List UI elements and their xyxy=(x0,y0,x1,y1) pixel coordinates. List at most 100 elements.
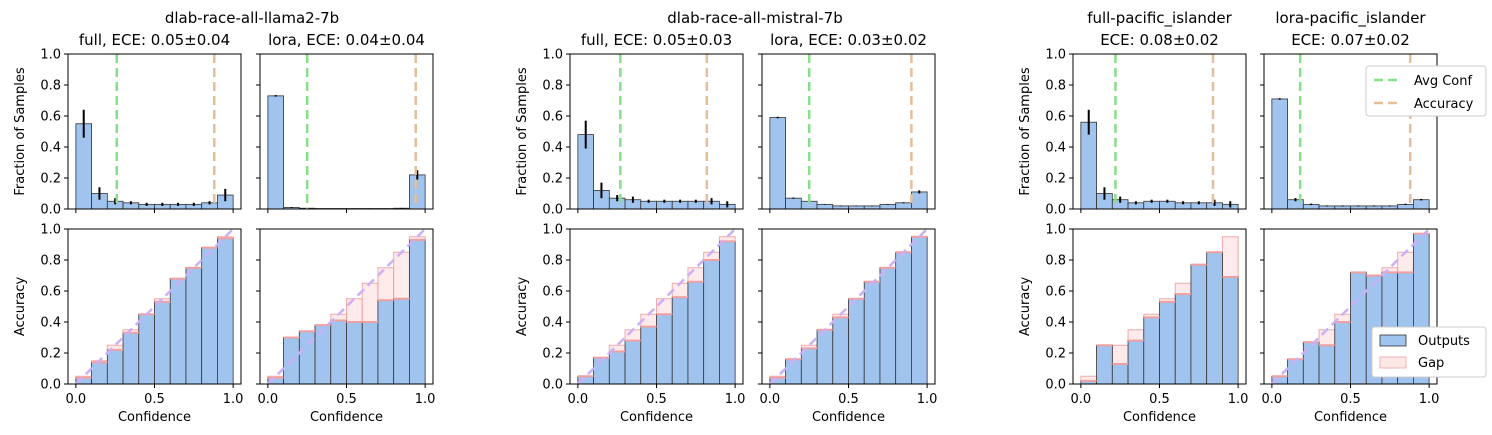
xtick-label: 0.5 xyxy=(336,392,357,407)
output-bar xyxy=(800,347,818,385)
gap-bar xyxy=(1174,282,1192,295)
calib-ytick-label: 0.0 xyxy=(1045,378,1066,393)
hist-y-axis-label: Fraction of Samples xyxy=(515,67,530,195)
hist-ytick-label: 0.8 xyxy=(40,79,61,94)
output-bar xyxy=(1159,301,1176,385)
output-bar xyxy=(640,326,657,385)
output-bar xyxy=(848,298,865,385)
output-bar xyxy=(154,301,171,385)
hist-ytick-label: 0.0 xyxy=(40,203,61,218)
gap-bar xyxy=(346,298,363,323)
panel-1: dlab-race-all-llama2-7b full, ECE: 0.05±0… xyxy=(13,9,339,425)
xtick-label: 0.0 xyxy=(258,392,279,407)
x-axis-label: Confidence xyxy=(620,410,693,425)
xtick-label: 0.0 xyxy=(1262,392,1283,407)
group-title: dlab-race-all-mistral-7b xyxy=(667,9,842,27)
hist-ytick-label: 0.2 xyxy=(542,172,563,187)
x-axis-label: Confidence xyxy=(118,410,191,425)
legend-outputs-label: Outputs xyxy=(1418,334,1470,349)
output-bar xyxy=(122,332,140,385)
gap-bar xyxy=(1397,251,1414,273)
hist-frame xyxy=(259,53,434,210)
output-bar xyxy=(106,349,124,385)
gap-bar xyxy=(1111,344,1129,365)
xtick-label: 0.5 xyxy=(1149,392,1170,407)
calib-ytick-label: 0.2 xyxy=(40,347,61,362)
output-bar xyxy=(879,267,897,385)
output-bar xyxy=(1096,344,1113,385)
output-bar xyxy=(409,239,426,385)
xtick-label: 0.0 xyxy=(1071,392,1092,407)
xtick-label: 0.0 xyxy=(66,392,87,407)
xtick-label: 1.0 xyxy=(917,392,938,407)
calib-ytick-label: 0.0 xyxy=(40,378,61,393)
calib-ytick-label: 0.4 xyxy=(40,316,61,331)
panel-title: full, ECE: 0.05±0.04 xyxy=(79,31,230,49)
xtick-label: 1.0 xyxy=(223,392,244,407)
panel-3: dlab-race-all-mistral-7b full, ECE: 0.05±… xyxy=(515,9,843,425)
gap-bar xyxy=(1221,236,1239,278)
legend-gap-swatch xyxy=(1379,356,1407,369)
output-bar xyxy=(671,296,689,385)
hist-bar xyxy=(1271,98,1288,210)
output-bar xyxy=(608,351,626,385)
gap-bar xyxy=(393,251,410,300)
hist-ytick-label: 0.4 xyxy=(542,141,563,156)
xtick-label: 0.0 xyxy=(760,392,781,407)
ideal-line xyxy=(1270,228,1431,385)
legend-outputs-swatch xyxy=(1379,334,1407,347)
ideal-line xyxy=(768,228,929,385)
output-bar xyxy=(377,299,395,385)
calib-ytick-label: 0.6 xyxy=(1045,285,1066,300)
hist-bar xyxy=(785,197,802,210)
calib-ytick-label: 0.8 xyxy=(1045,254,1066,269)
calib-y-axis-label: Accuracy xyxy=(515,277,530,337)
output-bar xyxy=(911,236,928,385)
x-axis-label: Confidence xyxy=(812,410,885,425)
hist-ytick-label: 1.0 xyxy=(40,48,61,63)
xtick-label: 0.5 xyxy=(1340,392,1361,407)
group-title: dlab-race-all-llama2-7b xyxy=(165,9,339,27)
panel-title-line: ECE: 0.08±0.02 xyxy=(1100,31,1219,49)
legend-accuracy-label: Accuracy xyxy=(1414,97,1474,112)
calib-ytick-label: 0.8 xyxy=(40,254,61,269)
output-bar xyxy=(624,340,642,385)
panel-4: lora, ECE: 0.03±0.02 0.0 0.5 1.0 Confidence xyxy=(758,31,937,425)
output-bar xyxy=(687,281,705,385)
calib-ytick-label: 0.8 xyxy=(542,254,563,269)
hist-bar xyxy=(911,191,928,210)
output-bar xyxy=(703,259,720,385)
panel-title: full-pacific_islander ECE: 0.08±0.02 xyxy=(1087,9,1232,49)
output-bar xyxy=(393,298,410,385)
xtick-label: 0.0 xyxy=(568,392,589,407)
calib-ytick-label: 1.0 xyxy=(40,223,61,238)
ideal-line xyxy=(266,228,427,385)
legend-avg-conf-label: Avg Conf xyxy=(1414,74,1472,89)
hist-ytick-label: 0.2 xyxy=(40,172,61,187)
xtick-label: 1.0 xyxy=(415,392,436,407)
gap-bar xyxy=(361,282,379,323)
hist-ytick-label: 0.6 xyxy=(1045,110,1066,125)
legend-gap-label: Gap xyxy=(1418,356,1444,371)
calib-ytick-label: 0.6 xyxy=(542,285,563,300)
output-bar xyxy=(1206,251,1223,385)
hist-frame xyxy=(1072,53,1247,210)
output-bar xyxy=(1190,264,1208,385)
output-bar xyxy=(1350,271,1367,385)
gap-bar xyxy=(1127,329,1145,342)
output-bar xyxy=(1318,344,1336,385)
output-bar xyxy=(895,251,912,385)
xtick-label: 0.5 xyxy=(838,392,859,407)
hist-ytick-label: 0.8 xyxy=(542,79,563,94)
output-bar xyxy=(361,321,379,385)
output-bar xyxy=(1302,341,1320,385)
calib-y-axis-label: Accuracy xyxy=(1018,277,1033,337)
output-bar xyxy=(185,267,203,385)
output-bar xyxy=(1287,358,1304,385)
panel-title-line: full-pacific_islander xyxy=(1087,9,1232,28)
hist-bar xyxy=(895,202,912,210)
output-bar xyxy=(1111,363,1129,385)
hist-ytick-label: 1.0 xyxy=(542,48,563,63)
xtick-label: 1.0 xyxy=(1228,392,1249,407)
